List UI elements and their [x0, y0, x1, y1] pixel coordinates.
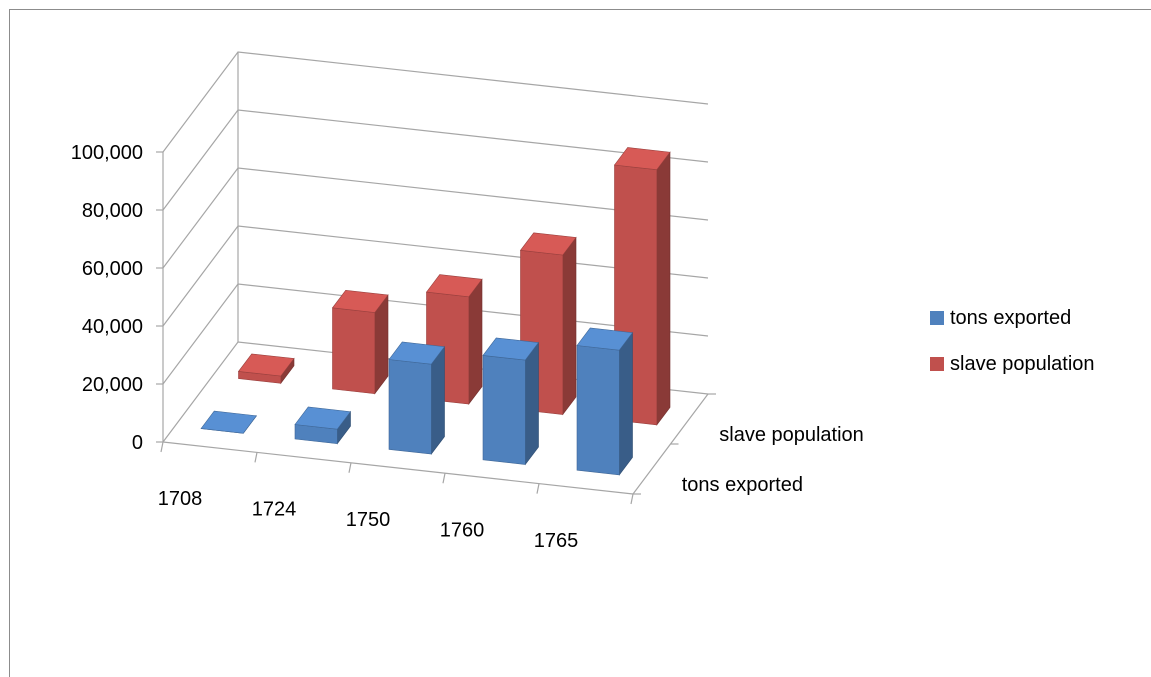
x-tick-mark: [254, 452, 258, 463]
bar-top: [294, 406, 352, 430]
bar-slave-population-1708: [237, 353, 295, 385]
bar-side: [656, 151, 671, 426]
y-tick-label: 100,000: [71, 142, 143, 164]
gridline: [162, 51, 709, 153]
bar-side: [430, 345, 445, 455]
x-tick-mark: [160, 441, 164, 453]
x-tick-labels: 1708 1724 1750 1760 1765: [158, 441, 634, 552]
bar-side: [524, 341, 539, 466]
bar-side: [618, 331, 633, 476]
x-tick-mark: [536, 483, 540, 494]
bar-front: [576, 345, 620, 476]
bar-top: [388, 341, 446, 365]
bar-front: [332, 307, 376, 395]
bar-front: [388, 359, 432, 455]
legend-swatch-tons-exported: [930, 311, 944, 325]
x-tick-label: 1750: [346, 509, 391, 531]
x-tick-label: 1765: [534, 530, 579, 552]
x-tick-label: 1724: [252, 499, 297, 521]
bar-front: [482, 355, 526, 465]
bar-top: [482, 337, 540, 361]
x-tick-label: 1708: [158, 488, 203, 510]
x-tick-mark: [630, 493, 634, 505]
bar-top: [237, 353, 295, 377]
bars: [200, 147, 671, 476]
y-tick-label: 60,000: [82, 258, 143, 280]
y-tick-label: 0: [132, 432, 143, 454]
depth-tick-label: tons exported: [682, 474, 803, 496]
y-tick-label: 40,000: [82, 316, 143, 338]
bar-tons-exported-1708: [200, 410, 258, 434]
bar-top: [200, 410, 258, 434]
y-tick-labels: 0 20,000 40,000 60,000 80,000 100,000: [71, 142, 143, 454]
legend-item-slave-population: slave population: [930, 352, 1150, 376]
bar-top: [331, 289, 389, 313]
bar-top: [613, 147, 671, 171]
legend-swatch-slave-population: [930, 357, 944, 371]
y-tick-label: 80,000: [82, 200, 143, 222]
bar-tons-exported-1760: [482, 337, 540, 466]
depth-tick-label: slave population: [719, 424, 864, 446]
x-tick-mark: [442, 473, 446, 484]
bar-tons-exported-1765: [576, 327, 634, 476]
legend: tons exported slave population: [930, 306, 1150, 398]
axis-walls: [162, 52, 709, 495]
bar-tons-exported-1724: [294, 406, 352, 445]
x-axis-line: [162, 441, 634, 495]
bar-top: [519, 232, 577, 256]
legend-label-tons-exported: tons exported: [950, 306, 1072, 329]
legend-label-slave-population: slave population: [950, 352, 1095, 375]
x-tick-label: 1760: [440, 519, 485, 541]
bar-top: [576, 327, 634, 351]
legend-item-tons-exported: tons exported: [930, 306, 1150, 330]
bar-side: [468, 278, 483, 405]
bar-slave-population-1724: [331, 289, 389, 395]
depth-tick-labels: slave population tons exported: [633, 393, 864, 496]
y-tick-label: 20,000: [82, 374, 143, 396]
bar-top: [425, 274, 483, 298]
bar-tons-exported-1750: [388, 341, 446, 455]
bar-side: [562, 236, 577, 416]
x-tick-mark: [348, 462, 352, 473]
